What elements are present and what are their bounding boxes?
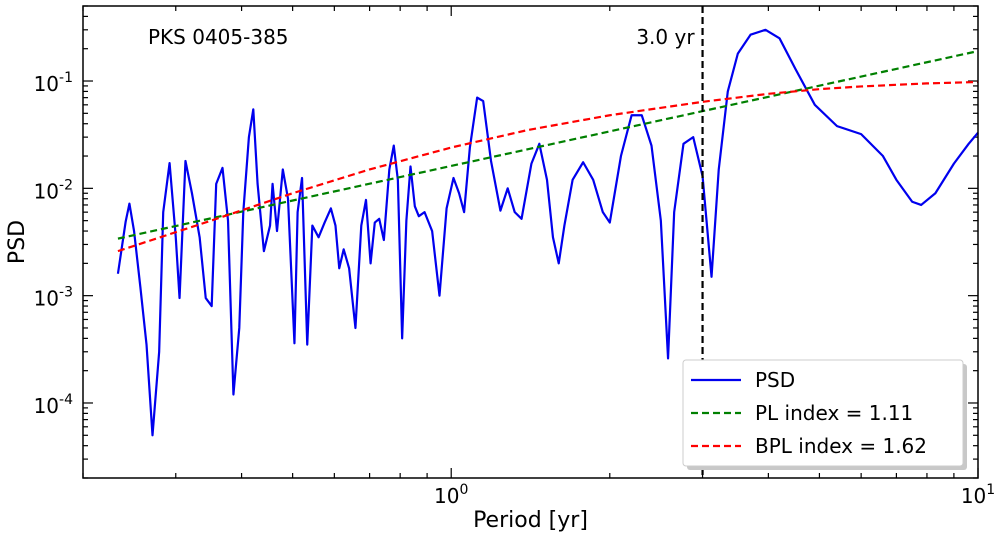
legend-label-bpl: BPL index = 1.62 [755,434,927,458]
x-axis-label: Period [yr] [473,508,588,533]
y-tick-labels: 10-4 10-3 10-2 10-1 [34,70,74,418]
bpl-fit-line [117,80,979,253]
pl-fit-line [117,50,979,240]
y-tick-label: 10-1 [34,70,73,96]
x-tick-label: 101 [961,482,995,508]
y-tick-label: 10-4 [34,392,74,418]
legend-box [682,359,964,467]
legend-label-pl: PL index = 1.11 [755,401,913,425]
psd-curve [116,28,979,437]
series-layer [116,28,979,437]
legend: PSD PL index = 1.11 BPL index = 1.62 [682,359,967,470]
legend-label-psd: PSD [755,368,795,392]
x-tick-labels: 100 101 [434,482,995,508]
y-tick-label: 10-2 [34,177,73,203]
source-annotation: PKS 0405-385 [148,25,289,49]
plot-frame [82,5,979,479]
period-marker-label: 3.0 yr [636,25,695,49]
x-tick-label: 100 [434,482,468,508]
y-tick-label: 10-3 [34,285,73,311]
y-axis-label: PSD [5,220,30,264]
